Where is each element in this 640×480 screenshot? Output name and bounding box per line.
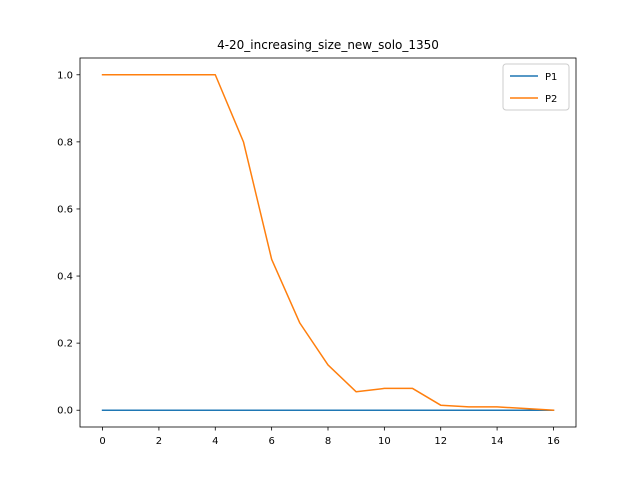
legend-box: [502, 63, 570, 111]
y-tick-label: 0.8: [57, 137, 73, 148]
x-tick-label: 4: [212, 436, 218, 447]
x-tick-label: 0: [99, 436, 105, 447]
legend-label-p2: P2: [545, 94, 557, 105]
x-tick-label: 8: [325, 436, 331, 447]
legend: P1 P2: [502, 63, 570, 111]
y-tick-label: 0.0: [57, 406, 73, 417]
chart-title: 4-20_increasing_size_new_solo_1350: [217, 38, 439, 52]
y-tick-label: 1.0: [57, 70, 73, 81]
legend-label-p1: P1: [545, 72, 557, 83]
series-layer: [101, 74, 555, 412]
x-tick-label: 6: [268, 436, 274, 447]
y-tick-label: 0.2: [57, 339, 73, 350]
y-tick-label: 0.6: [57, 204, 73, 215]
x-tick-label: 16: [547, 436, 560, 447]
x-tick-label: 10: [378, 436, 391, 447]
series-line-p2: [101, 74, 555, 412]
y-tick-label: 0.4: [57, 272, 73, 283]
ticks-layer: 0 2 4 6 8 10 12 14 16 0.0 0.2 0.4 0.6 0.8 1.0: [57, 70, 560, 447]
x-tick-label: 2: [156, 436, 162, 447]
x-tick-label: 14: [491, 436, 504, 447]
x-tick-label: 12: [434, 436, 447, 447]
